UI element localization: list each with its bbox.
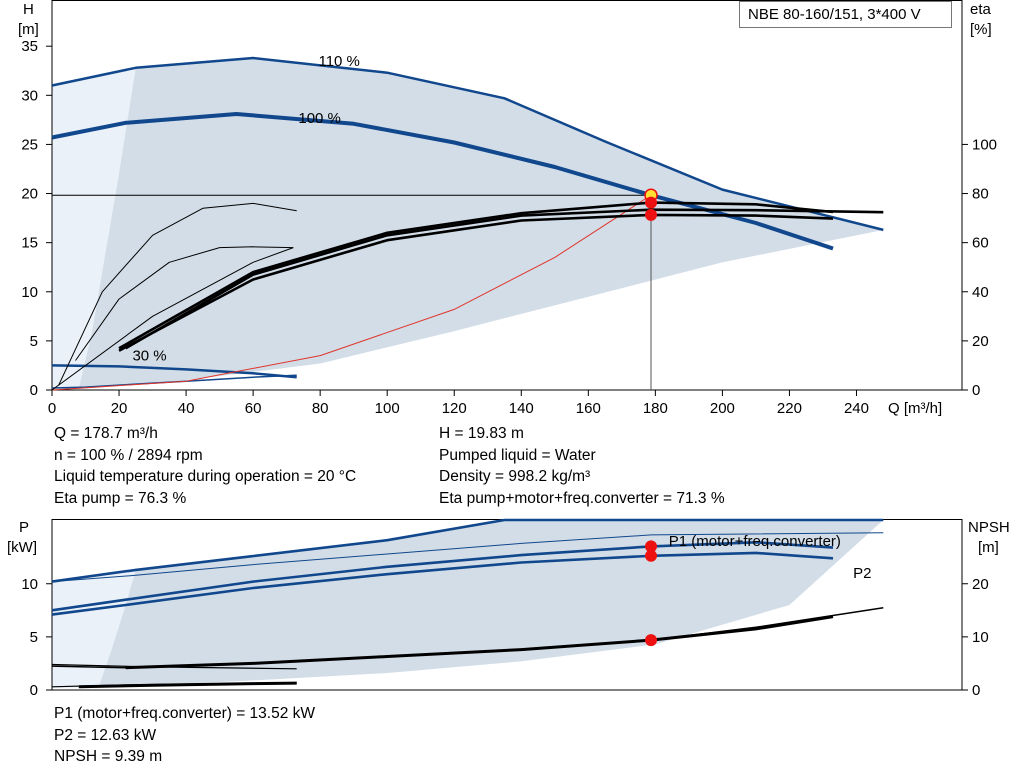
y-tick-label-15: 15 <box>21 235 38 252</box>
x-tick-label-160: 160 <box>576 400 601 417</box>
y-axis-label-npsh: NPSH <box>968 519 1010 536</box>
eta-tick-label-40: 40 <box>972 284 989 301</box>
y-axis-label-h: H <box>23 1 34 18</box>
label-100: 100 % <box>298 110 341 127</box>
eta-curve-9 <box>58 202 297 386</box>
duty-point-lower-1 <box>645 549 658 562</box>
readout-eta-pump: Eta pump = 76.3 % <box>54 489 187 507</box>
system-curve-curve-4 <box>51 194 652 391</box>
label-110: 110 % <box>318 53 359 70</box>
y-tick-label-35: 35 <box>21 38 38 55</box>
duty-point-upper-1 <box>645 196 658 209</box>
eta-tick-label-0: 0 <box>972 382 980 399</box>
head-curve-30 <box>51 364 297 379</box>
x-tick-label-0: 0 <box>48 400 56 417</box>
readout-n: n = 100 % / 2894 rpm <box>54 446 203 464</box>
duty-point-lower-2 <box>645 634 658 647</box>
readout-q: Q = 178.7 m³/h <box>54 425 158 442</box>
readout-npsh: NPSH = 9.39 m <box>54 748 163 765</box>
readouts-right: H = 19.83 m Pumped liquid = Water Densit… <box>439 423 725 509</box>
power-curve-0 <box>51 518 884 583</box>
eta-curve-10 <box>51 247 294 391</box>
npsh-tick-label-0: 0 <box>972 682 980 699</box>
head-curve-110 <box>51 56 884 232</box>
y-axis-label-eta: eta <box>970 1 992 18</box>
label-30: 30 % <box>132 348 166 365</box>
duty-point-upper-2 <box>645 208 658 221</box>
x-tick-label-140: 140 <box>509 400 534 417</box>
x-tick-label-200: 200 <box>710 400 735 417</box>
x-tick-label-240: 240 <box>844 400 869 417</box>
head-curve-100 <box>51 112 834 251</box>
readout-density: Density = 998.2 kg/m³ <box>439 468 591 485</box>
y-tick-label-20: 20 <box>21 186 38 203</box>
x-tick-label-20: 20 <box>111 400 128 417</box>
p-tick-label-10: 10 <box>21 576 38 593</box>
y-axis-label-p: P <box>19 519 29 536</box>
p-tick-label-5: 5 <box>30 629 38 646</box>
y-tick-label-5: 5 <box>30 333 38 350</box>
power-curve-1 <box>51 532 884 583</box>
power-curve-3 <box>51 551 834 616</box>
eta-tick-label-80: 80 <box>972 186 989 203</box>
label-p1: P1 (motor+freq.converter) <box>669 533 841 550</box>
eta-tick-label-20: 20 <box>972 333 989 350</box>
x-tick-label-120: 120 <box>442 400 467 417</box>
readouts-power: P1 (motor+freq.converter) = 13.52 kW P2 … <box>54 703 315 768</box>
readout-eta-total: Eta pump+motor+freq.converter = 71.3 % <box>439 489 725 507</box>
readout-liquid: Pumped liquid = Water <box>439 446 596 464</box>
readout-temp: Liquid temperature during operation = 20… <box>54 468 357 485</box>
eta-tick-label-100: 100 <box>972 136 997 153</box>
eta-curve-5 <box>125 208 884 350</box>
eta-tick-label-60: 60 <box>972 235 989 252</box>
pump-title: NBE 80-160/151, 3*400 V <box>739 1 952 28</box>
y-axis-unit-p: [kW] <box>7 539 37 556</box>
npsh-curve-7 <box>125 615 834 670</box>
duty-point-lower-0 <box>645 540 658 553</box>
readout-p2: P2 = 12.63 kW <box>54 726 157 744</box>
x-axis-label: Q [m³/h] <box>888 400 942 417</box>
power-curve-2 <box>51 541 834 612</box>
readouts-left: Q = 178.7 m³/h n = 100 % / 2894 rpm Liqu… <box>54 423 356 509</box>
npsh-curve-8 <box>78 681 297 689</box>
eta-curve-6 <box>118 213 834 352</box>
y-tick-label-30: 30 <box>21 87 38 104</box>
operating-region <box>78 58 884 389</box>
y-tick-label-25: 25 <box>21 136 38 153</box>
x-tick-label-40: 40 <box>178 400 195 417</box>
y-axis-unit-h: [m] <box>18 21 39 38</box>
x-tick-label-180: 180 <box>643 400 668 417</box>
x-tick-label-60: 60 <box>245 400 262 417</box>
npsh-tick-label-20: 20 <box>972 576 989 593</box>
eta-curve-8 <box>75 246 294 361</box>
readout-h: H = 19.83 m <box>439 425 524 442</box>
x-tick-label-220: 220 <box>777 400 802 417</box>
npsh-tick-label-10: 10 <box>972 629 989 646</box>
readout-p1: P1 (motor+freq.converter) = 13.52 kW <box>54 705 316 722</box>
label-p2: P2 <box>853 565 871 582</box>
x-tick-label-80: 80 <box>312 400 329 417</box>
y-axis-unit-eta: [%] <box>970 21 992 38</box>
p-tick-label-0: 0 <box>30 682 38 699</box>
y-tick-label-10: 10 <box>21 284 38 301</box>
eta-curve-7 <box>118 201 834 350</box>
x-tick-label-100: 100 <box>375 400 400 417</box>
y-axis-unit-npsh: [m] <box>978 539 999 556</box>
y-tick-label-0: 0 <box>30 382 38 399</box>
